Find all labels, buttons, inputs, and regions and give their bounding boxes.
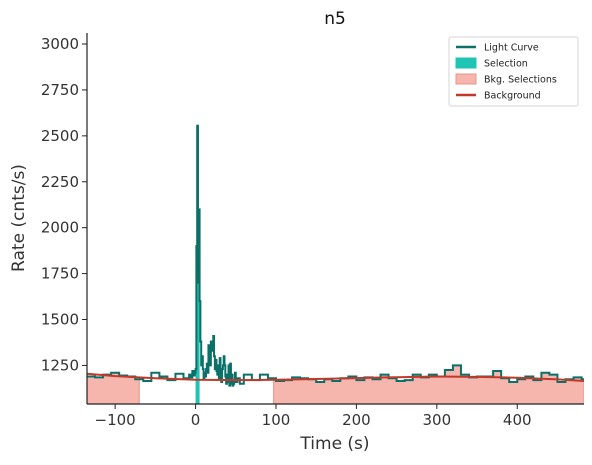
- legend-label: Selection: [484, 59, 528, 70]
- bkg-selection-1: [273, 364, 584, 404]
- legend-swatch: [455, 57, 477, 69]
- y-tick-label: 2500: [41, 127, 79, 145]
- light-curve-layer: [87, 124, 584, 387]
- y-tick-label: 3000: [41, 35, 79, 53]
- legend-box: [448, 36, 579, 107]
- legend: Light Curve Selection Bkg. Selections Backg…: [448, 36, 579, 107]
- chart-title: n5: [324, 9, 346, 29]
- y-axis-label: Rate (cnts/s): [9, 164, 29, 272]
- y-tick-label: 1250: [41, 356, 79, 374]
- legend-swatch: [455, 73, 477, 85]
- bkg-selections-layer: [87, 364, 584, 404]
- y-tick-label: 1750: [41, 265, 79, 283]
- background-line: [87, 372, 584, 383]
- legend-label: Background: [484, 91, 541, 102]
- x-tick-label: 0: [191, 411, 201, 429]
- y-tick-label: 2750: [41, 81, 79, 99]
- x-tick-label: 300: [423, 411, 452, 429]
- x-tick-label: 100: [262, 411, 291, 429]
- y-tick-label: 1500: [41, 311, 79, 329]
- y-tick-label: 2000: [41, 219, 79, 237]
- x-tick-label: 200: [342, 411, 371, 429]
- x-axis-label: Time (s): [299, 434, 369, 454]
- x-tick-label: −100: [95, 411, 136, 429]
- legend-label: Bkg. Selections: [484, 75, 557, 86]
- light-curve-line: [87, 124, 584, 387]
- x-tick-label: 400: [503, 411, 532, 429]
- legend-label: Light Curve: [484, 43, 539, 54]
- background-layer: [87, 372, 584, 383]
- y-tick-label: 2250: [41, 173, 79, 191]
- axes: −100 0 100 200 300 400 1250 1500 1750 2000 2250 250…: [41, 33, 584, 429]
